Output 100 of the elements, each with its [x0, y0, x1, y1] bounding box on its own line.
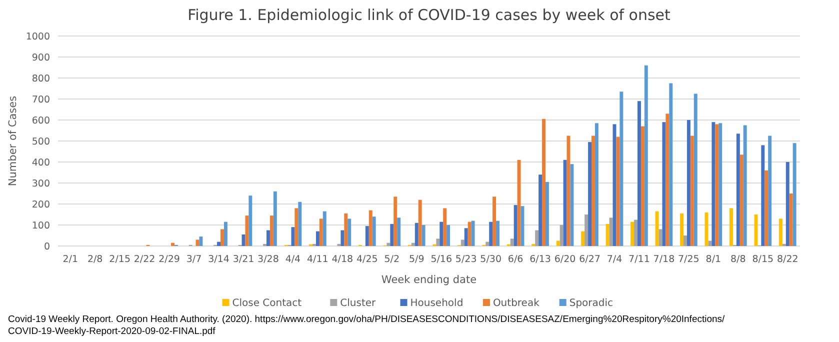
y-tick-label: 400: [32, 157, 50, 168]
legend-label: Cluster: [340, 298, 377, 309]
bar: [594, 123, 598, 246]
bar: [715, 124, 719, 246]
bar: [545, 182, 549, 246]
bar: [690, 136, 694, 246]
bar: [761, 145, 765, 246]
bar: [471, 220, 475, 246]
bar: [718, 123, 722, 246]
bar: [319, 218, 323, 246]
x-tick-label: 3/14: [208, 254, 230, 265]
bar: [171, 242, 174, 246]
y-tick-label: 700: [32, 94, 50, 106]
bar: [542, 118, 546, 246]
bar: [291, 227, 295, 246]
bar: [764, 170, 768, 246]
bar: [489, 222, 493, 246]
x-tick-label: 8/22: [776, 254, 798, 265]
chart-title: Figure 1. Epidemiologic link of COVID-19 cases by week of onset: [188, 6, 671, 24]
bar: [740, 154, 744, 246]
x-tick-label: 3/21: [232, 254, 254, 265]
bar: [640, 126, 644, 246]
bar: [581, 231, 585, 246]
bar: [538, 174, 542, 246]
bar: [273, 191, 277, 246]
x-tick-label: 2/1: [62, 254, 78, 265]
x-tick-label: 6/6: [508, 254, 524, 265]
x-tick-label: 7/11: [628, 254, 650, 265]
bar: [666, 114, 670, 246]
bar: [422, 225, 426, 246]
x-tick-label: 5/9: [408, 254, 424, 265]
x-tick-label: 7/25: [678, 254, 700, 265]
x-tick-label: 2/15: [109, 254, 131, 265]
bar: [196, 240, 200, 246]
bar: [563, 160, 567, 246]
bar: [535, 230, 539, 246]
x-tick-label: 5/30: [480, 254, 502, 265]
bar: [669, 83, 673, 246]
x-tick-label: 8/1: [706, 254, 722, 265]
x-tick-label: 5/23: [455, 254, 477, 265]
bar: [560, 225, 564, 246]
x-tick-label: 3/7: [186, 254, 202, 265]
bar: [414, 222, 418, 246]
bar: [694, 94, 698, 246]
x-tick-label: 6/27: [579, 254, 600, 265]
bar: [630, 222, 634, 246]
bar: [743, 125, 747, 246]
bar: [486, 242, 490, 246]
bar: [644, 65, 648, 246]
bar: [217, 242, 220, 246]
bar: [620, 92, 624, 246]
bar: [584, 214, 588, 246]
bar: [492, 196, 496, 246]
bar: [372, 216, 376, 246]
x-tick-label: 7/18: [653, 254, 675, 265]
y-tick-label: 100: [32, 220, 50, 232]
x-tick-label: 4/18: [332, 254, 354, 265]
legend-label: Close Contact: [232, 298, 302, 309]
y-tick-label: 500: [32, 136, 50, 148]
bar: [570, 164, 574, 246]
bar: [344, 213, 348, 246]
bar: [778, 218, 782, 246]
bar: [786, 162, 790, 246]
bar: [460, 240, 464, 246]
bar: [556, 240, 560, 246]
bar: [245, 216, 249, 246]
bar: [348, 218, 352, 246]
y-tick-label: 0: [44, 241, 50, 252]
x-tick-label: 6/20: [554, 254, 576, 265]
bar: [510, 238, 514, 246]
bar: [662, 122, 666, 246]
bar: [436, 238, 440, 246]
bar: [394, 196, 398, 246]
x-tick-label: 6/13: [530, 254, 551, 265]
bar: [684, 236, 687, 246]
bar: [464, 228, 468, 246]
bar: [368, 210, 372, 246]
x-tick-label: 5/16: [430, 254, 452, 265]
y-tick-label: 800: [32, 73, 50, 84]
x-tick-label: 2/29: [158, 254, 180, 265]
bar: [316, 231, 320, 246]
bar: [606, 224, 610, 246]
bar: [655, 211, 659, 246]
x-tick-label: 4/4: [285, 254, 301, 265]
bar: [322, 211, 326, 246]
bar: [386, 242, 390, 246]
bar: [468, 222, 472, 246]
bar: [609, 218, 613, 246]
bar: [616, 136, 620, 246]
x-tick-label: 8/8: [730, 254, 746, 265]
y-tick-label: 300: [32, 178, 50, 190]
bar: [298, 202, 302, 246]
bar: [514, 205, 518, 246]
x-axis-title: Week ending date: [381, 274, 477, 286]
x-tick-label: 5/2: [384, 254, 400, 265]
bar: [446, 225, 450, 246]
legend-label: Household: [410, 298, 464, 309]
bar: [789, 194, 793, 246]
bar: [365, 226, 369, 246]
x-tick-label: 4/11: [307, 254, 328, 265]
